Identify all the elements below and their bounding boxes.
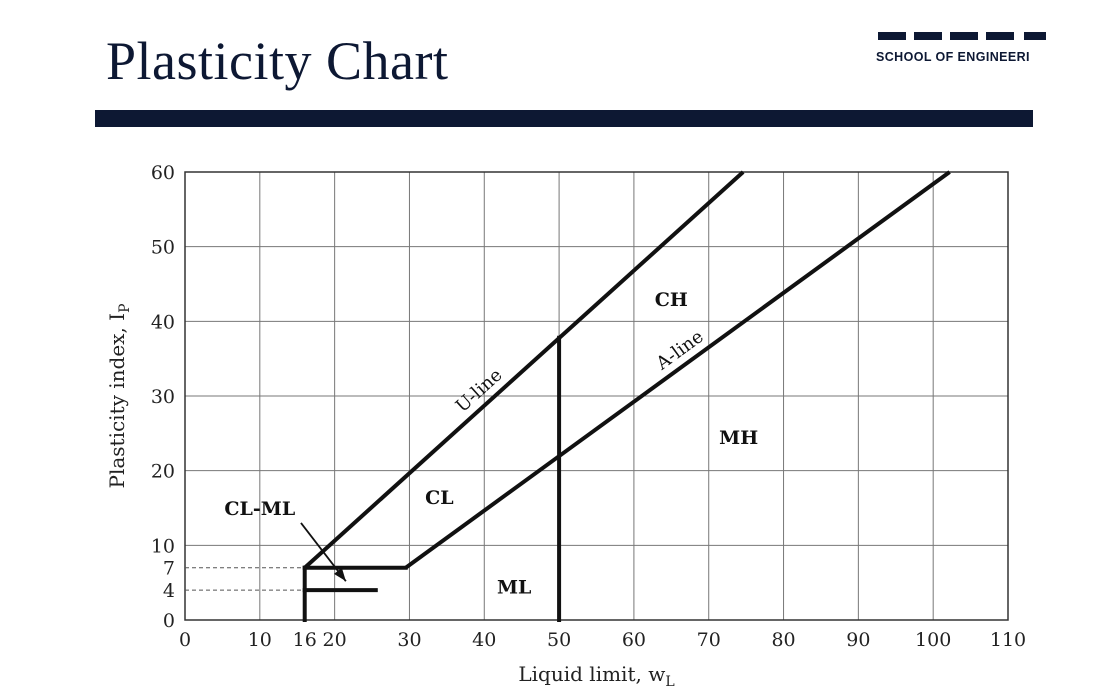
y-tick-label: 50 [151,237,175,259]
dashed-guides [185,567,305,591]
region-label: CH [655,289,688,311]
arrow-head [333,567,346,582]
x-tick-label: 70 [697,629,721,651]
series-line [303,170,745,570]
boundary-lines [302,335,562,622]
title-rule [95,110,1033,127]
chart-grid [184,171,1009,621]
region-label: CL [425,487,453,509]
x-tick-label: 100 [915,629,951,651]
chart-series [303,170,951,570]
y-tick-label: 60 [151,162,175,184]
x-tick-label: 110 [990,629,1026,651]
series-line [404,170,951,570]
x-tick-label: 20 [323,629,347,651]
x-tick-label: 80 [771,629,795,651]
x-tick-label: 40 [472,629,496,651]
x-axis-title: Liquid limit, wL [518,662,674,686]
logo-mark [878,32,1050,40]
cl-ml-arrow [300,522,347,582]
y-tick-label: 40 [151,311,175,333]
tick-labels: 0 10 16 20 30 40 50 60 70 80 90 100 1100471020304050… [151,162,1026,651]
slide-title: Plasticity Chart [106,31,449,91]
y-tick-label: 10 [151,535,175,557]
x-tick-label: 16 [293,629,317,651]
plot-frame [184,171,1009,621]
y-tick-label: 0 [163,610,175,632]
school-logo: SCHOOL OF ENGINEERI [876,30,1056,70]
x-tick-label: 30 [397,629,421,651]
logo-text: SCHOOL OF ENGINEERI [876,50,1030,64]
x-tick-label: 10 [248,629,272,651]
y-axis-title: Plasticity index, IP [105,304,133,489]
x-tick-label: 50 [547,629,571,651]
x-tick-label: 60 [622,629,646,651]
x-tick-label: 90 [846,629,870,651]
y-tick-label: 20 [151,461,175,483]
y-tick-label: 4 [163,580,175,602]
region-label: CL-ML [224,498,295,520]
y-tick-label: 30 [151,386,175,408]
region-label: MH [719,427,758,449]
x-tick-label: 0 [179,629,191,651]
region-label: ML [497,576,531,598]
y-tick-label: 7 [163,558,175,580]
